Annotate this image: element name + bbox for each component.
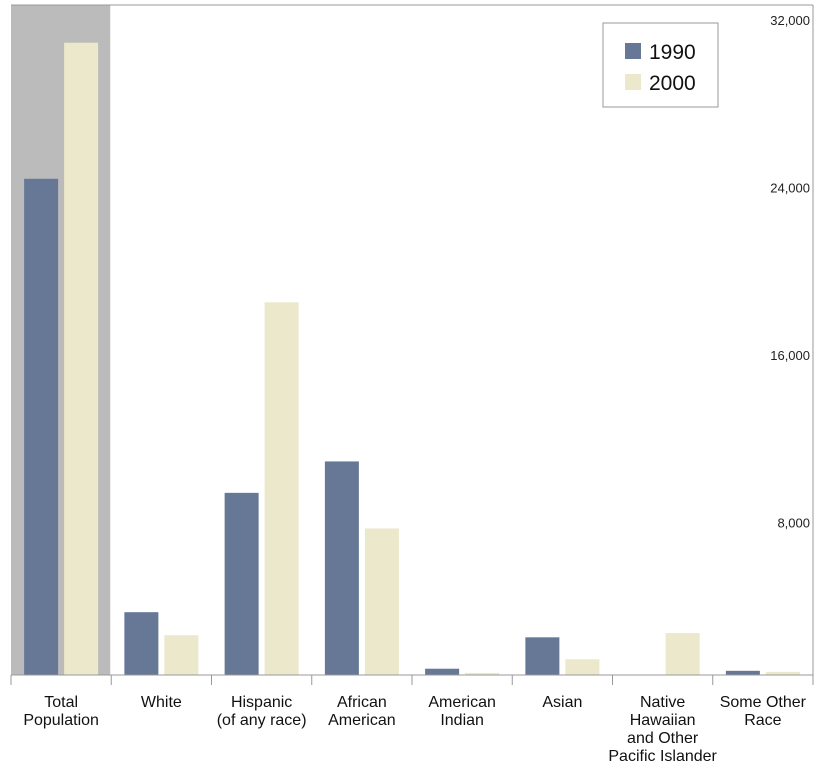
x-category-label: Population [23, 712, 99, 729]
legend-label-2000: 2000 [649, 72, 696, 95]
legend-swatch-1990 [625, 43, 641, 59]
bar-2000-hispanic-of-any-race- [264, 302, 299, 675]
bar-2000-native-hawaiian-and-other-pacific-islander [665, 633, 700, 675]
bar-2000-total-population [64, 42, 99, 675]
bar-1990-american-indian [425, 668, 460, 675]
bar-2000-african-american [364, 528, 399, 675]
legend-box [602, 22, 719, 108]
x-category-label: Total [44, 694, 78, 711]
bar-2000-asian [565, 659, 600, 675]
x-category-label: American [328, 712, 396, 729]
x-category-label: Indian [440, 712, 484, 729]
bar-1990-african-american [324, 461, 359, 675]
bar-2000-some-other-race [765, 671, 800, 675]
y-tick-label: 32,000 [770, 13, 810, 28]
x-category-label: and Other [627, 730, 699, 747]
x-category-label: American [428, 694, 496, 711]
x-category-label: (of any race) [217, 712, 307, 729]
y-tick-label: 8,000 [777, 516, 810, 531]
bar-2000-american-indian [465, 672, 500, 675]
bar-2000-white [164, 635, 199, 675]
x-category-label: Pacific Islander [608, 748, 717, 765]
y-tick-label: 24,000 [770, 181, 810, 196]
bar-1990-hispanic-of-any-race- [224, 492, 259, 675]
x-category-label: Hispanic [231, 694, 292, 711]
x-category-label: Race [744, 712, 781, 729]
x-category-label: Asian [542, 694, 582, 711]
x-category-label: African [337, 694, 387, 711]
x-category-label: White [141, 694, 182, 711]
x-category-label: Native [640, 694, 685, 711]
legend-label-1990: 1990 [649, 41, 696, 64]
y-tick-label: 16,000 [770, 348, 810, 363]
bar-1990-some-other-race [725, 670, 760, 675]
bar-1990-white [124, 612, 159, 675]
legend-swatch-2000 [625, 74, 641, 90]
x-category-label: Hawaiian [630, 712, 696, 729]
bar-1990-asian [525, 637, 560, 675]
x-category-label: Some Other [720, 694, 807, 711]
bar-1990-total-population [24, 178, 59, 675]
